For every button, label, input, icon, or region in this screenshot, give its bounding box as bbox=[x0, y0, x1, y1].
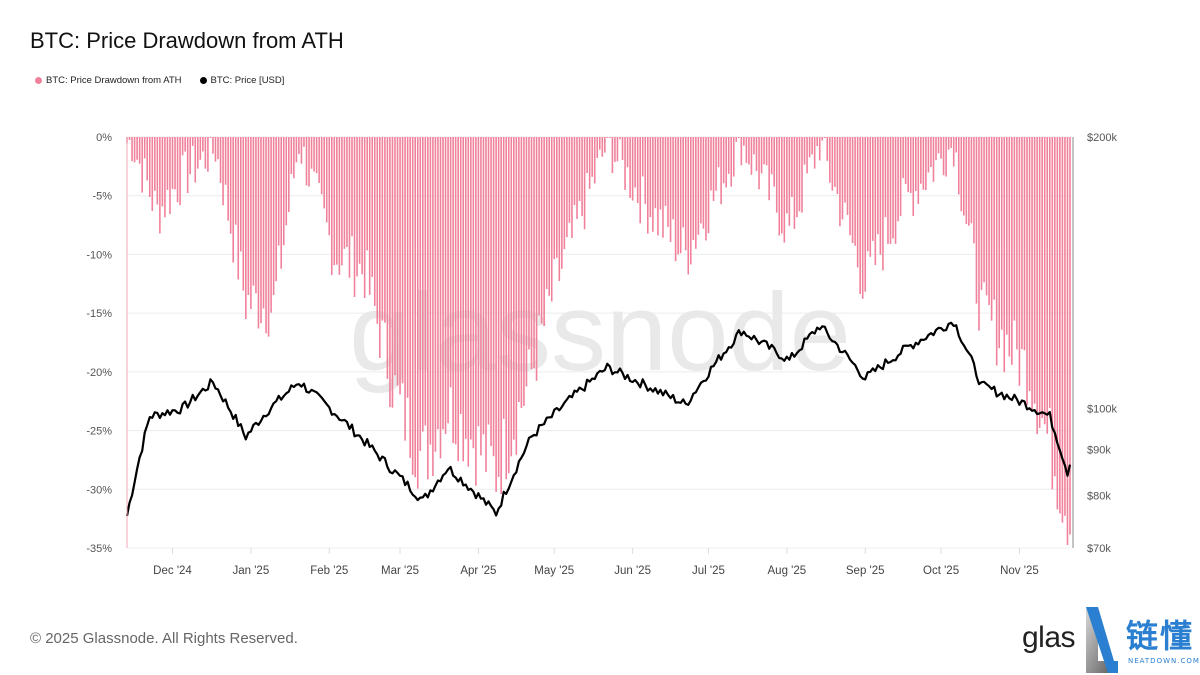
legend-label-price: BTC: Price [USD] bbox=[210, 75, 285, 86]
svg-text:Nov '25: Nov '25 bbox=[1000, 565, 1039, 577]
svg-text:Jun '25: Jun '25 bbox=[614, 565, 651, 577]
svg-text:Oct '25: Oct '25 bbox=[923, 565, 959, 577]
y-axis-left: 0% -5% -10% -15% -20% -25% -30% -35% bbox=[86, 132, 112, 555]
svg-text:$100k: $100k bbox=[1087, 403, 1117, 415]
svg-text:$90k: $90k bbox=[1087, 445, 1111, 457]
svg-text:$70k: $70k bbox=[1087, 543, 1111, 555]
svg-text:Aug '25: Aug '25 bbox=[768, 565, 807, 577]
svg-text:-20%: -20% bbox=[86, 367, 112, 379]
svg-text:$80k: $80k bbox=[1087, 491, 1111, 503]
y-axis-right: $200k $100k $90k $80k $70k bbox=[1087, 132, 1117, 555]
legend-dot-price-icon bbox=[199, 77, 207, 84]
brand-logo: glas 链懂 NEATDOWN.COM bbox=[1020, 605, 1200, 675]
x-axis: Dec '24 Jan '25 Feb '25 Mar '25 Apr '25 May '… bbox=[126, 137, 1039, 577]
svg-text:Sep '25: Sep '25 bbox=[846, 565, 885, 577]
drawdown-bars bbox=[126, 137, 1071, 545]
chart-title: BTC: Price Drawdown from ATH bbox=[30, 28, 344, 53]
legend-label-drawdown: BTC: Price Drawdown from ATH bbox=[46, 75, 182, 86]
chart-legend: BTC: Price Drawdown from ATH BTC: Price … bbox=[35, 75, 284, 86]
svg-text:Dec '24: Dec '24 bbox=[153, 565, 192, 577]
svg-text:Mar '25: Mar '25 bbox=[381, 565, 419, 577]
brand-glas-text: glas bbox=[1022, 621, 1076, 654]
svg-text:-35%: -35% bbox=[86, 543, 112, 555]
brand-l-icon bbox=[1086, 607, 1118, 673]
svg-text:-5%: -5% bbox=[92, 191, 112, 203]
brand-url-text: NEATDOWN.COM bbox=[1128, 657, 1200, 665]
svg-text:Jul '25: Jul '25 bbox=[692, 565, 725, 577]
chart-plot-area[interactable]: glassnode 0%-5%-10%-15%-20%-25%-30%-35% … bbox=[0, 0, 1200, 600]
copyright-footer: © 2025 Glassnode. All Rights Reserved. bbox=[30, 630, 298, 647]
brand-cn-text: 链懂 bbox=[1126, 617, 1195, 655]
price-line bbox=[125, 321, 1072, 517]
legend-item-drawdown[interactable]: BTC: Price Drawdown from ATH bbox=[35, 75, 182, 86]
legend-item-price[interactable]: BTC: Price [USD] bbox=[199, 75, 285, 86]
svg-text:Jan '25: Jan '25 bbox=[233, 565, 270, 577]
svg-text:Feb '25: Feb '25 bbox=[310, 565, 348, 577]
svg-text:$200k: $200k bbox=[1087, 132, 1117, 144]
watermark: glassnode bbox=[349, 271, 851, 394]
svg-text:May '25: May '25 bbox=[534, 565, 574, 577]
svg-text:-25%: -25% bbox=[86, 426, 112, 438]
svg-text:-30%: -30% bbox=[86, 484, 112, 496]
legend-dot-drawdown-icon bbox=[35, 77, 42, 84]
svg-text:-15%: -15% bbox=[86, 308, 112, 320]
svg-text:Apr '25: Apr '25 bbox=[460, 565, 496, 577]
svg-text:0%: 0% bbox=[96, 132, 112, 144]
svg-text:-10%: -10% bbox=[86, 249, 112, 261]
